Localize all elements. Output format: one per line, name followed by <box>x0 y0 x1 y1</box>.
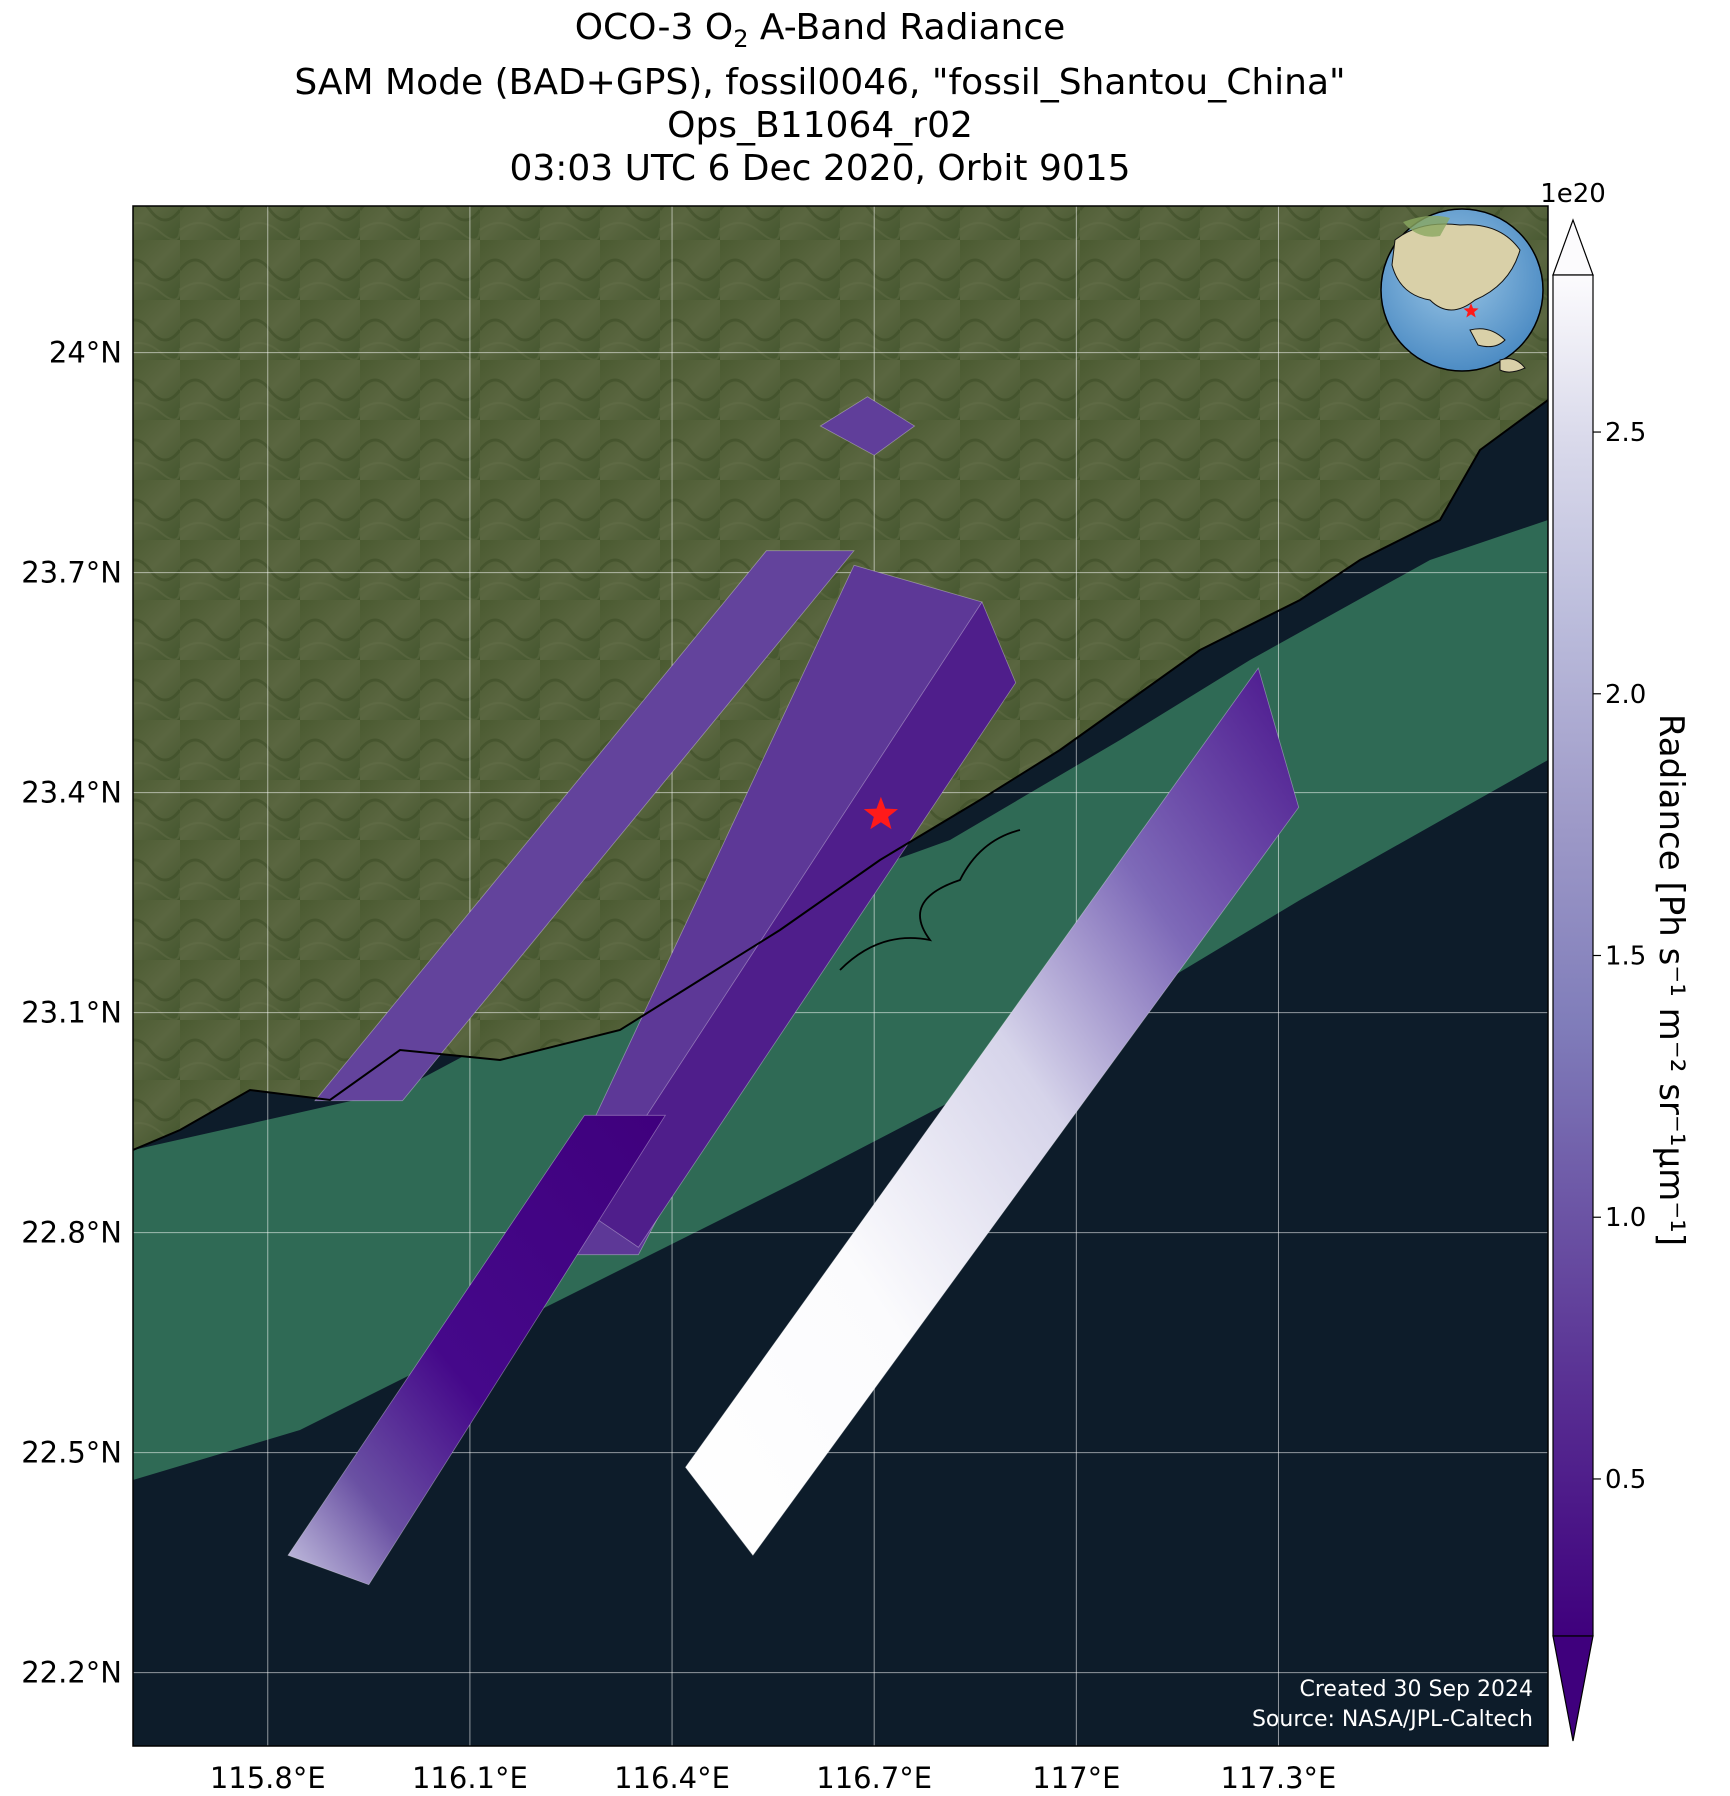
colorbar: 0.5 1.0 1.5 2.0 2.5 1e20 Radiance [Ph s⁻¹ m⁻… <box>1540 179 1691 1742</box>
lat-tick-label: 23.7°N <box>21 556 122 590</box>
swath-ocean-swath-east <box>685 667 1300 1556</box>
globe-target-icon <box>1463 303 1479 318</box>
lat-tick-label: 22.5°N <box>21 1436 122 1470</box>
lat-tick-label: 23.1°N <box>21 996 122 1030</box>
lon-tick-label: 117.3°E <box>1221 1761 1337 1795</box>
lat-tick-label: 22.8°N <box>21 1216 122 1250</box>
swath-land-swath-west <box>314 550 855 1102</box>
colorbar-gradient <box>1552 274 1594 1637</box>
colorbar-ticks: 0.5 1.0 1.5 2.0 2.5 <box>1593 418 1646 1495</box>
lon-tick-label: 116.7°E <box>816 1761 932 1795</box>
title-line-4: 03:03 UTC 6 Dec 2020, Orbit 9015 <box>509 148 1131 190</box>
lat-tick-label: 22.2°N <box>21 1656 122 1690</box>
title-line-3: Ops_B11064_r02 <box>667 105 973 147</box>
lon-tick-label: 115.8°E <box>210 1761 326 1795</box>
lon-tick-label: 117°E <box>1032 1761 1120 1795</box>
figure-title: OCO-3 O2 A-Band Radiance SAM Mode (BAD+G… <box>0 6 1640 190</box>
swath-land-swath-mid <box>529 564 983 1256</box>
colorbar-tick-label: 0.5 <box>1605 1465 1646 1495</box>
colorbar-tick-label: 2.0 <box>1605 680 1646 710</box>
coastline <box>133 399 1548 1151</box>
colorbar-tick-label: 1.5 <box>1605 942 1646 972</box>
colorbar-tick-label: 2.5 <box>1605 418 1646 448</box>
map-frame <box>132 205 1549 1747</box>
map-area: Created 30 Sep 2024 Source: NASA/JPL-Cal… <box>133 206 1548 1746</box>
latitude-tick-labels: 24°N 23.7°N 23.4°N 23.1°N 22.8°N 22.5°N 22.2°N <box>21 336 122 1690</box>
title-line-1: OCO-3 O2 A-Band Radiance <box>574 7 1066 54</box>
colorbar-label: Radiance [Ph s⁻¹ m⁻² sr⁻¹µm⁻¹] <box>1651 714 1691 1246</box>
sounding-swaths <box>287 396 1300 1586</box>
credit-source: Source: NASA/JPL-Caltech <box>1252 1707 1533 1732</box>
inset-globe <box>1380 208 1544 373</box>
lat-tick-label: 23.4°N <box>21 776 122 810</box>
colorbar-tick-label: 1.0 <box>1605 1203 1646 1233</box>
swath-small-north-patch <box>819 396 916 456</box>
lon-tick-label: 116.4°E <box>614 1761 730 1795</box>
colorbar-max-extend <box>1552 218 1594 276</box>
colorbar-exponent: 1e20 <box>1540 179 1606 209</box>
lon-tick-label: 116.1°E <box>412 1761 528 1795</box>
lat-tick-label: 24°N <box>49 336 122 370</box>
title-line-2: SAM Mode (BAD+GPS), fossil0046, "fossil_… <box>294 62 1346 104</box>
swath-long-swath-west <box>287 1114 667 1586</box>
target-star-icon <box>863 796 898 830</box>
credit-created: Created 30 Sep 2024 <box>1300 1677 1534 1702</box>
colorbar-min-extend <box>1552 1635 1594 1742</box>
longitude-tick-labels: 115.8°E 116.1°E 116.4°E 116.7°E 117°E 117.3°E <box>210 1761 1337 1795</box>
swath-land-swath-east <box>583 601 1017 1248</box>
